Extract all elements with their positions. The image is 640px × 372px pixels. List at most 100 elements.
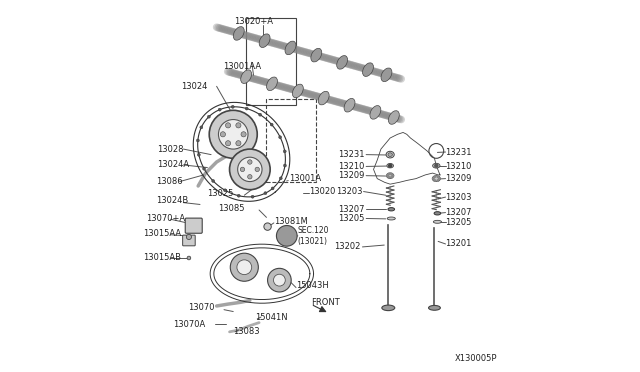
Text: 13085: 13085 — [218, 203, 244, 213]
Circle shape — [186, 234, 191, 240]
Circle shape — [218, 108, 221, 111]
Circle shape — [236, 141, 241, 146]
Ellipse shape — [387, 217, 396, 220]
Ellipse shape — [382, 305, 395, 311]
Text: 13201: 13201 — [445, 240, 472, 248]
Circle shape — [276, 225, 297, 246]
Circle shape — [433, 178, 434, 179]
Circle shape — [207, 115, 211, 118]
Ellipse shape — [318, 91, 329, 105]
Text: 13203: 13203 — [445, 193, 472, 202]
Ellipse shape — [344, 99, 355, 112]
Circle shape — [245, 107, 248, 110]
Ellipse shape — [432, 176, 440, 182]
Circle shape — [236, 123, 241, 128]
Circle shape — [240, 167, 244, 171]
Ellipse shape — [386, 151, 394, 158]
Text: 13210: 13210 — [338, 162, 364, 171]
Circle shape — [270, 123, 273, 126]
Circle shape — [230, 253, 259, 281]
Ellipse shape — [311, 48, 322, 62]
Text: 13231: 13231 — [445, 148, 472, 157]
Ellipse shape — [433, 220, 442, 223]
Circle shape — [196, 139, 199, 142]
Text: 13207: 13207 — [445, 208, 472, 217]
Circle shape — [268, 268, 291, 292]
Circle shape — [390, 173, 392, 175]
Circle shape — [251, 195, 254, 198]
Text: 13070+A: 13070+A — [147, 214, 186, 223]
Circle shape — [255, 167, 259, 171]
Circle shape — [278, 136, 282, 139]
Text: 13024A: 13024A — [157, 160, 189, 170]
Ellipse shape — [266, 77, 278, 91]
Circle shape — [264, 192, 267, 195]
Text: 13015AB: 13015AB — [143, 253, 180, 263]
Ellipse shape — [433, 163, 440, 168]
Circle shape — [212, 180, 214, 182]
Circle shape — [284, 150, 286, 153]
Circle shape — [225, 141, 230, 146]
Circle shape — [264, 223, 271, 230]
Ellipse shape — [387, 163, 394, 168]
Circle shape — [279, 177, 282, 180]
Text: 13207: 13207 — [338, 205, 364, 214]
Circle shape — [241, 132, 246, 137]
Circle shape — [388, 177, 390, 178]
Circle shape — [390, 177, 392, 178]
Circle shape — [237, 260, 252, 275]
Text: 13203: 13203 — [336, 187, 362, 196]
Circle shape — [220, 132, 225, 137]
Circle shape — [273, 274, 285, 286]
Ellipse shape — [434, 212, 441, 215]
Circle shape — [218, 119, 248, 149]
Circle shape — [284, 164, 287, 167]
Circle shape — [225, 123, 230, 128]
Text: 13020+A: 13020+A — [234, 17, 273, 26]
Text: 13209: 13209 — [445, 174, 472, 183]
Text: 13028: 13028 — [157, 145, 184, 154]
Ellipse shape — [388, 153, 392, 157]
Circle shape — [437, 180, 438, 181]
Ellipse shape — [388, 208, 395, 211]
Ellipse shape — [234, 27, 244, 40]
Ellipse shape — [387, 173, 394, 179]
Circle shape — [434, 180, 436, 181]
Ellipse shape — [370, 106, 381, 119]
Text: 13070A: 13070A — [173, 320, 205, 329]
Circle shape — [388, 173, 390, 175]
Text: 13020: 13020 — [309, 187, 335, 196]
Ellipse shape — [259, 34, 270, 48]
FancyBboxPatch shape — [185, 218, 202, 233]
Circle shape — [438, 178, 440, 179]
Ellipse shape — [388, 111, 399, 124]
Circle shape — [259, 113, 262, 116]
Circle shape — [387, 175, 388, 176]
Text: 13205: 13205 — [445, 218, 472, 227]
Circle shape — [437, 176, 438, 177]
Circle shape — [271, 187, 274, 190]
Bar — [266, 99, 316, 182]
Text: 13024: 13024 — [181, 82, 207, 91]
Circle shape — [231, 105, 234, 108]
Text: 13001AA: 13001AA — [223, 61, 262, 71]
Text: 13083: 13083 — [233, 327, 260, 336]
Bar — [246, 18, 296, 105]
Text: SEC.120
(13021): SEC.120 (13021) — [298, 226, 330, 246]
Circle shape — [237, 194, 240, 197]
Text: 13001A: 13001A — [289, 174, 321, 183]
Circle shape — [203, 167, 205, 170]
Circle shape — [388, 164, 392, 167]
Text: X130005P: X130005P — [455, 354, 497, 363]
Text: 13210: 13210 — [445, 162, 472, 171]
Circle shape — [223, 189, 227, 192]
Text: 13205: 13205 — [338, 214, 364, 223]
Text: 13024B: 13024B — [156, 196, 188, 205]
FancyBboxPatch shape — [182, 235, 195, 246]
Circle shape — [230, 149, 270, 190]
Circle shape — [197, 153, 200, 156]
Text: 13081M: 13081M — [274, 217, 308, 225]
Ellipse shape — [381, 68, 392, 81]
Text: 13025: 13025 — [207, 189, 233, 198]
Circle shape — [248, 160, 252, 164]
